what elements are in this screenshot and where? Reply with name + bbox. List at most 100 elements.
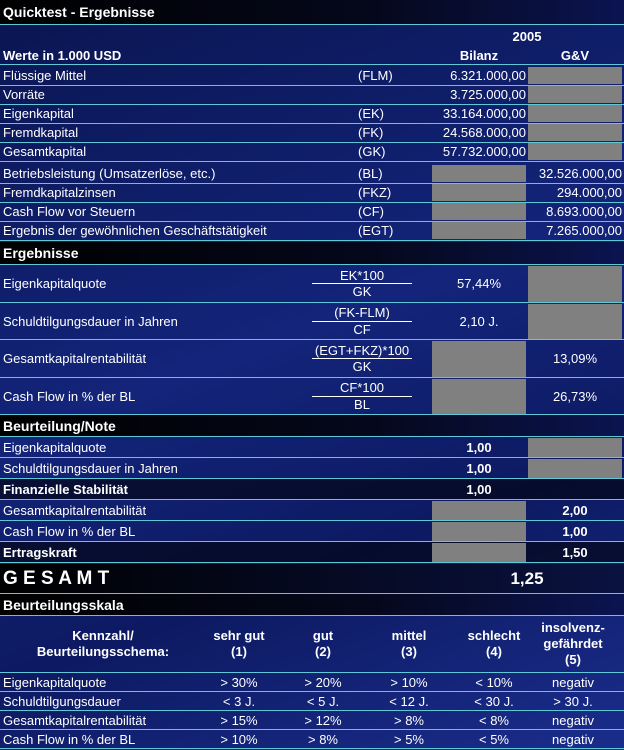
grade-label: Cash Flow in % der BL: [3, 524, 136, 539]
row-line: [0, 729, 624, 730]
empty-cell: [528, 124, 622, 141]
grade-label: Gesamtkapitalrentabilität: [3, 503, 147, 518]
section-header: Quicktest - Ergebnisse: [0, 0, 624, 24]
grade-label: Ertragskraft: [3, 545, 77, 560]
grade-value: 1,00: [466, 440, 492, 455]
input-value: 24.568.000,00: [442, 125, 526, 140]
formula-numerator: (FK-FLM): [334, 305, 390, 321]
scale-cell: > 12%: [304, 713, 342, 728]
scale-cell: negativ: [552, 675, 594, 690]
input-abbr: (FKZ): [358, 185, 392, 200]
input-value: 3.725.000,00: [450, 87, 526, 102]
result-value: 26,73%: [552, 388, 598, 404]
formula-denominator: BL: [354, 396, 370, 412]
formula: CF*100 BL: [312, 378, 412, 416]
summary-row: [0, 479, 624, 500]
scale-cell: < 30 J.: [474, 694, 514, 709]
row-line: [0, 202, 624, 203]
row-line: [0, 24, 624, 25]
input-label: Ergebnis der gewöhnlichen Geschäftstätig…: [3, 223, 267, 238]
row-line: [0, 183, 624, 184]
scale-cell: < 10%: [475, 675, 513, 690]
grade-value: 1,00: [466, 482, 492, 497]
scale-header: insolvenz- gefährdet (5): [541, 619, 605, 668]
row-line: [0, 710, 624, 711]
total-value: 1,25: [510, 569, 544, 588]
input-label: Gesamtkapital: [3, 144, 87, 159]
row-line: [0, 593, 624, 594]
total-row: [0, 564, 624, 593]
row-line: [0, 264, 624, 265]
fraction-line: [312, 320, 412, 322]
row-line: [0, 123, 624, 124]
scale-cell: < 3 J.: [222, 694, 256, 709]
grade-value: 1,50: [562, 545, 588, 560]
input-value: 33.164.000,00: [442, 106, 526, 121]
result-label: Schuldtilgungsdauer in Jahren: [3, 313, 178, 329]
empty-cell: [528, 143, 622, 160]
input-label: Cash Flow vor Steuern: [3, 204, 136, 219]
input-label: Flüssige Mittel: [3, 68, 87, 83]
result-label: Gesamtkapitalrentabilität: [3, 351, 147, 367]
input-label: Fremdkapital: [3, 125, 79, 140]
empty-cell: [432, 501, 526, 520]
scale-header: Kennzahl/ Beurteilungsschema:: [36, 627, 170, 659]
result-value: 13,09%: [552, 351, 598, 367]
scale-cell: < 8%: [479, 713, 509, 728]
input-abbr: (FK): [358, 125, 384, 140]
formula-denominator: CF: [353, 321, 371, 337]
scale-header: sehr gut (1): [213, 627, 265, 659]
input-value: 8.693.000,00: [546, 204, 622, 219]
result-value: 2,10 J.: [459, 313, 499, 329]
input-value: 6.321.000,00: [450, 68, 526, 83]
grade-label: Finanzielle Stabilität: [3, 482, 128, 497]
result-label: Cash Flow in % der BL: [3, 388, 136, 404]
column-header: Bilanz: [459, 47, 499, 63]
input-abbr: (EGT): [358, 223, 394, 238]
fraction-line: [312, 395, 412, 397]
formula-numerator: EK*100: [339, 267, 385, 283]
row-line: [0, 562, 624, 563]
scale-cell: < 5 J.: [306, 694, 340, 709]
empty-cell: [528, 105, 622, 122]
row-line: [0, 221, 624, 222]
input-value: 57.732.000,00: [442, 144, 526, 159]
scale-header: mittel (3): [391, 627, 427, 659]
input-label: Vorräte: [3, 87, 45, 102]
formula: (EGT+FKZ)*100 GK: [312, 340, 412, 378]
year-label: 2005: [512, 28, 542, 44]
empty-cell: [432, 341, 526, 377]
scale-cell: > 15%: [220, 713, 258, 728]
row-line: [0, 499, 624, 500]
empty-cell: [528, 459, 622, 478]
grade-value: 1,00: [466, 461, 492, 476]
scale-cell: > 5%: [394, 732, 424, 747]
input-abbr: (CF): [358, 204, 384, 219]
row-line: [0, 414, 624, 415]
scale-cell: > 10%: [220, 732, 258, 747]
result-label: Eigenkapitalquote: [3, 276, 107, 292]
grade-label: Schuldtilgungsdauer in Jahren: [3, 461, 178, 476]
row-line: [0, 301, 624, 303]
empty-cell: [432, 378, 526, 414]
empty-cell: [432, 522, 526, 541]
row-line: [0, 457, 624, 458]
scale-cell: > 30 J.: [553, 694, 593, 709]
empty-cell: [528, 438, 622, 457]
units-label: Werte in 1.000 USD: [3, 47, 122, 63]
total-label: G E S A M T: [3, 568, 110, 589]
row-line: [0, 520, 624, 521]
grade-value: 2,00: [562, 503, 588, 518]
empty-cell: [432, 543, 526, 562]
row-line: [0, 748, 624, 749]
fraction-line: [312, 358, 412, 360]
grade-value: 1,00: [562, 524, 588, 539]
row-line: [0, 64, 624, 65]
empty-cell: [528, 266, 622, 302]
input-abbr: (GK): [358, 144, 386, 159]
row-line: [0, 672, 624, 673]
input-value: 7.265.000,00: [546, 223, 622, 238]
scale-header: schlecht (4): [467, 627, 521, 659]
input-value: 294.000,00: [556, 185, 622, 200]
input-label: Fremdkapitalzinsen: [3, 185, 116, 200]
